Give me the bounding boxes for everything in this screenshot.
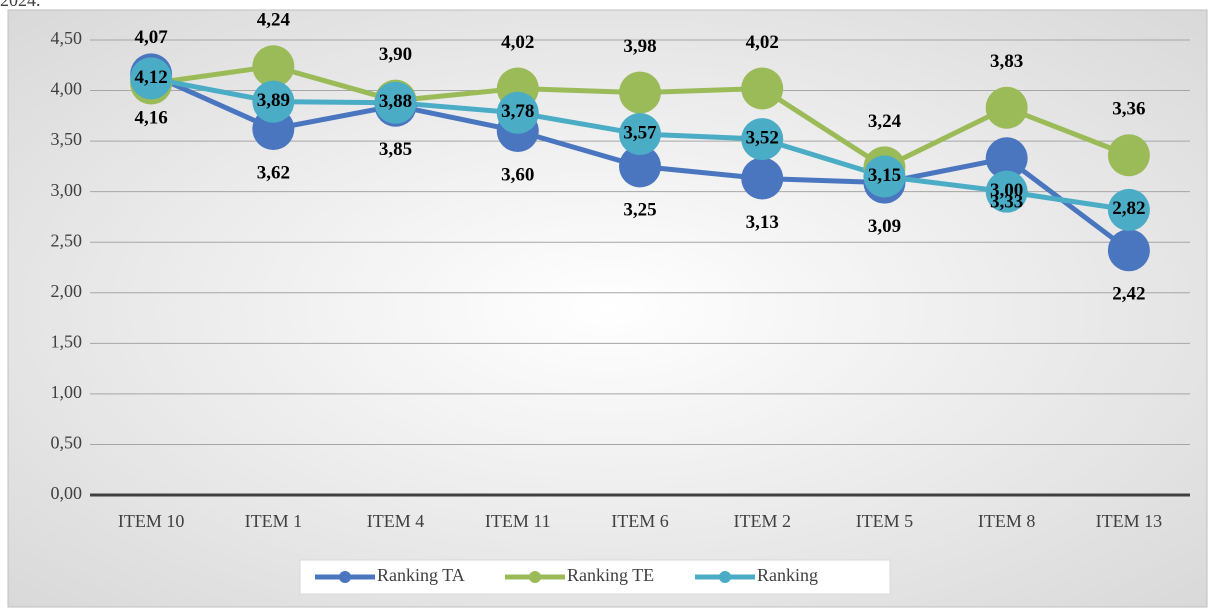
x-tick-label: ITEM 1 — [245, 511, 303, 531]
data-label: 3,33 — [990, 192, 1023, 213]
legend-marker — [719, 571, 731, 583]
legend-label: Ranking — [757, 565, 818, 585]
data-label: 3,83 — [990, 51, 1023, 72]
legend-label: Ranking TE — [567, 565, 654, 585]
data-label: 3,36 — [1112, 99, 1145, 120]
marker — [1107, 229, 1150, 272]
data-label: 4,02 — [746, 32, 779, 53]
marker — [496, 91, 539, 134]
marker — [985, 170, 1028, 213]
x-tick-label: ITEM 5 — [856, 511, 914, 531]
data-label: 3,24 — [868, 111, 902, 132]
y-tick-label: 1,00 — [51, 382, 83, 402]
marker — [374, 81, 417, 124]
y-tick-label: 0,50 — [51, 433, 83, 453]
y-tick-label: 4,50 — [51, 28, 83, 48]
data-label: 2,82 — [1112, 198, 1145, 219]
marker — [741, 118, 784, 161]
legend-marker — [529, 571, 541, 583]
x-tick-label: ITEM 4 — [367, 511, 425, 531]
data-label: 3,13 — [746, 212, 779, 233]
x-tick-label: ITEM 10 — [118, 511, 185, 531]
caption: 2024. — [0, 0, 41, 10]
marker — [252, 45, 295, 88]
marker — [619, 113, 661, 156]
marker — [985, 137, 1028, 180]
marker — [863, 155, 906, 198]
data-label: 3,57 — [623, 122, 657, 143]
marker — [619, 71, 661, 114]
data-label: 3,25 — [623, 200, 656, 221]
data-label: 3,60 — [501, 164, 534, 185]
marker — [985, 86, 1028, 129]
y-tick-label: 4,00 — [51, 79, 83, 99]
legend-marker — [339, 571, 351, 583]
marker — [1107, 188, 1150, 231]
data-label: 3,52 — [746, 127, 779, 148]
y-tick-label: 2,50 — [51, 230, 83, 250]
marker — [252, 80, 295, 123]
data-label: 4,12 — [134, 67, 167, 88]
data-label: 4,24 — [257, 10, 291, 31]
data-label: 3,85 — [379, 139, 412, 160]
marker — [741, 157, 784, 200]
y-tick-label: 3,50 — [51, 129, 83, 149]
data-label: 3,90 — [379, 44, 412, 65]
data-label: 3,89 — [257, 90, 290, 111]
data-label: 3,98 — [623, 36, 656, 57]
data-label: 3,62 — [257, 162, 290, 183]
y-tick-label: 2,00 — [51, 281, 83, 301]
data-label: 4,16 — [134, 108, 167, 129]
x-tick-label: ITEM 13 — [1096, 511, 1163, 531]
x-tick-label: ITEM 6 — [611, 511, 669, 531]
y-tick-label: 3,00 — [51, 180, 83, 200]
data-label: 3,15 — [868, 165, 901, 186]
marker — [1107, 134, 1150, 177]
marker — [130, 57, 173, 100]
data-label: 3,78 — [501, 101, 534, 122]
x-tick-label: ITEM 2 — [733, 511, 791, 531]
legend-label: Ranking TA — [377, 565, 465, 585]
x-tick-label: ITEM 8 — [978, 511, 1036, 531]
y-tick-label: 1,50 — [51, 331, 83, 351]
y-tick-label: 0,00 — [51, 483, 83, 503]
legend-box — [299, 559, 891, 595]
data-label: 3,00 — [990, 180, 1023, 201]
x-tick-label: ITEM 11 — [485, 511, 551, 531]
marker — [741, 67, 784, 110]
data-label: 3,09 — [868, 216, 901, 237]
marker — [619, 145, 661, 188]
data-label: 4,07 — [134, 27, 168, 48]
data-label: 4,02 — [501, 32, 534, 53]
data-label: 2,42 — [1112, 284, 1145, 305]
data-label: 3,88 — [379, 91, 412, 112]
